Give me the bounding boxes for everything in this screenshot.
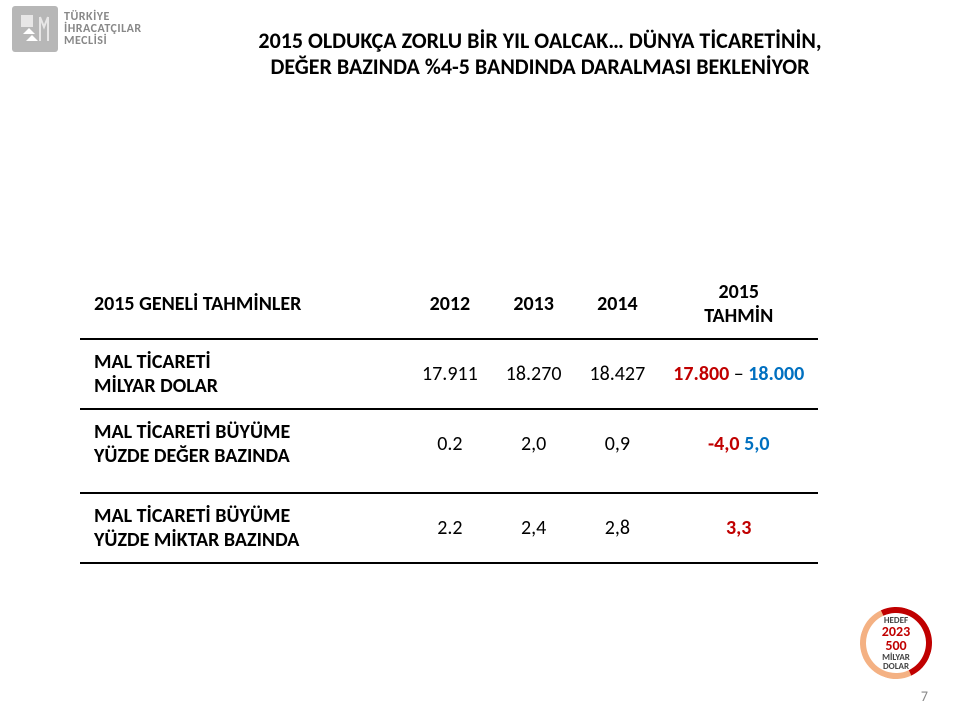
cell-2014: 18.427 (575, 339, 659, 409)
cell-2013: 2,4 (492, 493, 576, 563)
row-label-line1: MAL TİCARETİ (94, 350, 211, 374)
row-label-line1: MAL TİCARETİ BÜYÜME (94, 420, 290, 444)
page-title: 2015 OLDUKÇA ZORLU BİR YIL OALCAK… DÜNYA… (200, 28, 880, 81)
page-title-line1: 2015 OLDUKÇA ZORLU BİR YIL OALCAK… DÜNYA… (258, 27, 821, 54)
range-high: 5,0 (744, 432, 769, 456)
row-label-line2: MİLYAR DOLAR (94, 374, 218, 398)
row-label-line2: YÜZDE DEĞER BAZINDA (94, 444, 290, 468)
row-label-line2: YÜZDE MİKTAR BAZINDA (94, 528, 299, 552)
col-header-2013: 2013 (492, 270, 576, 339)
table-header-row: 2015 GENELİ TAHMİNLER 2012 2013 2014 201… (80, 270, 818, 339)
row-label: MAL TİCARETİ BÜYÜME YÜZDE MİKTAR BAZINDA (80, 493, 408, 563)
table-row: MAL TİCARETİ MİLYAR DOLAR 17.911 18.270 … (80, 339, 818, 409)
table-row: MAL TİCARETİ BÜYÜME YÜZDE MİKTAR BAZINDA… (80, 493, 818, 563)
col-header-2014: 2014 (575, 270, 659, 339)
hedef-2023-logo: HEDEF 2023 500 MİLYAR DOLAR (860, 607, 932, 679)
row-label: MAL TİCARETİ MİLYAR DOLAR (80, 339, 408, 409)
cell-2015: 17.800 – 18.000 (659, 339, 818, 409)
forecast-table: 2015 GENELİ TAHMİNLER 2012 2013 2014 201… (80, 270, 818, 564)
page-number: 7 (921, 688, 928, 705)
cell-2013: 2,0 (492, 409, 576, 478)
org-name-line3: MECLİSİ (64, 35, 142, 47)
header-logo: TÜRKİYE İHRACATÇILAR MECLİSİ (12, 6, 142, 52)
cell-2013: 18.270 (492, 339, 576, 409)
table-row: MAL TİCARETİ BÜYÜME YÜZDE DEĞER BAZINDA … (80, 409, 818, 478)
cell-2012: 2.2 (408, 493, 492, 563)
org-name: TÜRKİYE İHRACATÇILAR MECLİSİ (64, 11, 142, 47)
cell-2014: 2,8 (575, 493, 659, 563)
cell-2012: 0.2 (408, 409, 492, 478)
hedef-amount: 500 (885, 639, 906, 653)
range-high: 18.000 (748, 362, 804, 386)
cell-2015: -4,0 5,0 (659, 409, 818, 478)
col-header-label: 2015 GENELİ TAHMİNLER (80, 270, 408, 339)
col-header-2015-tahmin: 2015 TAHMİN (659, 270, 818, 339)
value-2015: 3,3 (726, 516, 751, 540)
range-sep: – (729, 362, 748, 386)
col-header-2012: 2012 (408, 270, 492, 339)
hedef-units2: DOLAR (883, 662, 909, 671)
range-low: -4,0 (708, 432, 740, 456)
range-low: 17.800 (673, 362, 729, 386)
cell-2015: 3,3 (659, 493, 818, 563)
row-label: MAL TİCARETİ BÜYÜME YÜZDE DEĞER BAZINDA (80, 409, 408, 478)
page-title-line2: DEĞER BAZINDA %4-5 BANDINDA DARALMASI BE… (270, 53, 809, 80)
col-header-tahmin: TAHMİN (704, 304, 773, 328)
cell-2012: 17.911 (408, 339, 492, 409)
cell-2014: 0,9 (575, 409, 659, 478)
tim-logo-icon (12, 6, 58, 52)
col-header-2015: 2015 (718, 280, 759, 304)
footer-logo-text: HEDEF 2023 500 MİLYAR DOLAR (860, 607, 932, 679)
row-label-line1: MAL TİCARETİ BÜYÜME (94, 504, 290, 528)
